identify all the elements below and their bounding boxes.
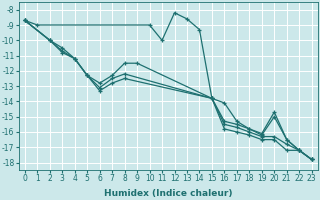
X-axis label: Humidex (Indice chaleur): Humidex (Indice chaleur): [104, 189, 233, 198]
